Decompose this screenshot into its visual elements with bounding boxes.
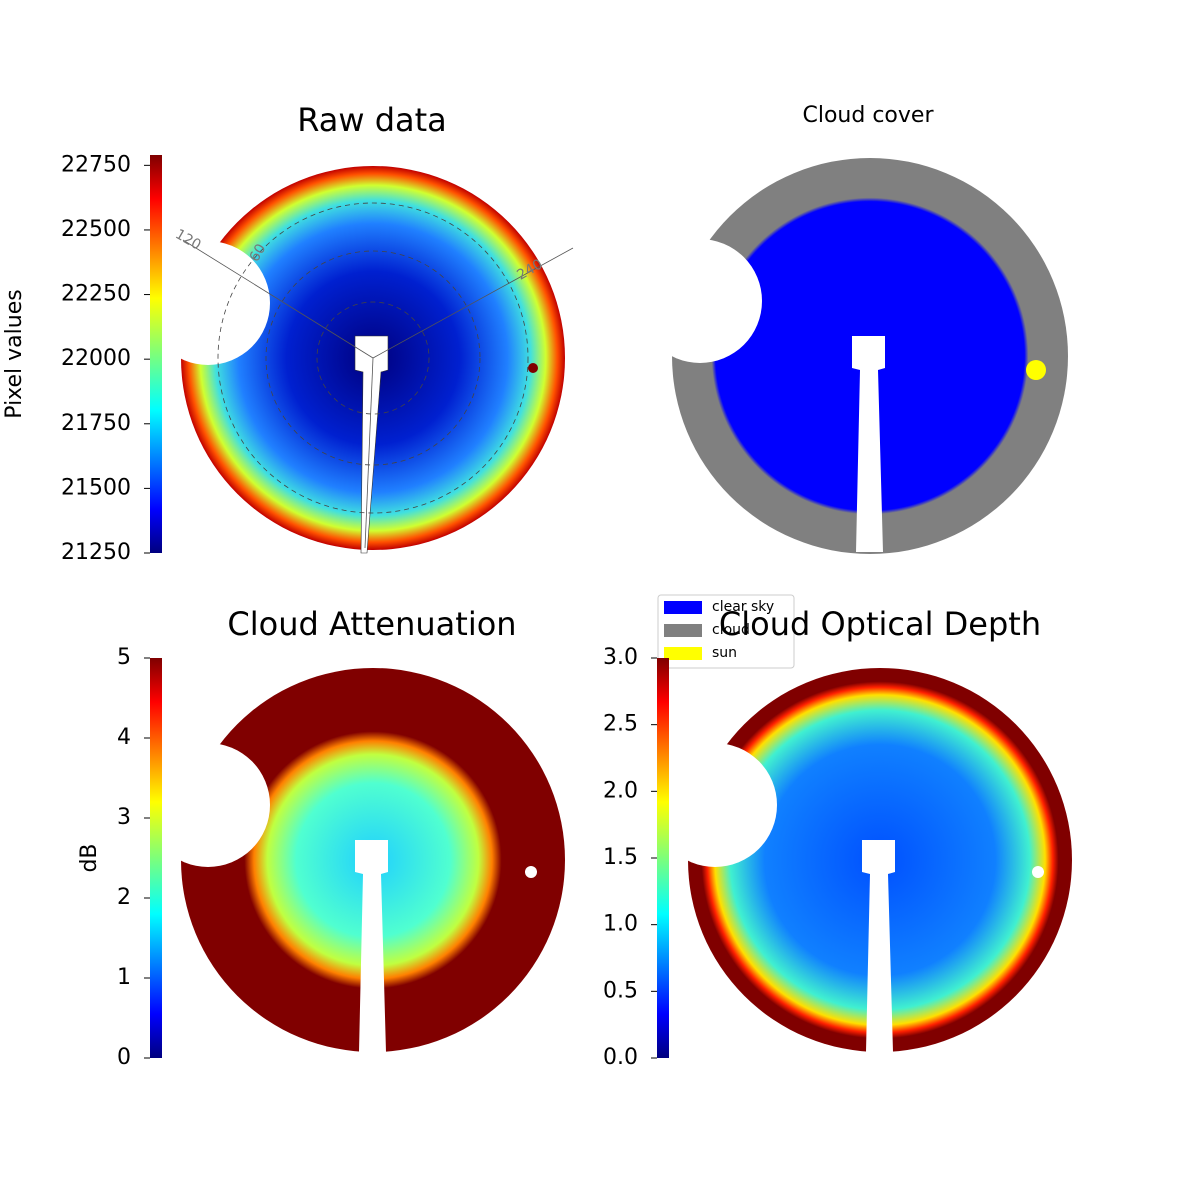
colorbar-label: dB	[77, 843, 102, 872]
colorbar-tick-label: 22000	[61, 346, 131, 371]
colorbar-label: Pixel values	[2, 289, 27, 418]
legend-swatch	[664, 647, 702, 660]
colorbar-tick-label: 0	[117, 1045, 131, 1070]
colorbar-tick-label: 3	[117, 805, 131, 830]
panel-title: Raw data	[297, 101, 447, 139]
panel-title: Cloud Attenuation	[227, 605, 516, 643]
panel-title: Cloud Optical Depth	[719, 605, 1041, 643]
colorbar	[657, 658, 669, 1058]
colorbar-tick-label: 21250	[61, 540, 131, 565]
colorbar-tick-label: 3.0	[603, 645, 638, 670]
legend-label: cloud	[712, 622, 750, 638]
colorbar-tick-label: 0.0	[603, 1045, 638, 1070]
legend-swatch	[664, 624, 702, 637]
sky-images	[146, 158, 1072, 1052]
legend-label: sun	[712, 645, 737, 661]
colorbar-tick-label: 0.5	[603, 978, 638, 1003]
legend-swatch	[664, 601, 702, 614]
raw-image	[146, 166, 574, 554]
colorbar-tick-label: 21750	[61, 411, 131, 436]
colorbar-tick-label: 2.5	[603, 712, 638, 737]
colorbar	[150, 658, 162, 1058]
legend-label: clear sky	[712, 599, 774, 615]
colorbar-tick-label: 1	[117, 965, 131, 990]
colorbar-tick-label: 22750	[61, 152, 131, 177]
colorbar-tick-label: 4	[117, 725, 131, 750]
colorbar-tick-label: 2	[117, 885, 131, 910]
cloud-cover-image	[638, 158, 1068, 554]
colorbar-tick-label: 5	[117, 645, 131, 670]
optical-depth-image	[653, 668, 1072, 1052]
colorbar-tick-label: 1.0	[603, 912, 638, 937]
colorbar-tick-label: 22250	[61, 282, 131, 307]
panel-title: Cloud cover	[803, 103, 935, 128]
colorbar-tick-label: 21500	[61, 475, 131, 500]
colorbar-tick-label: 22500	[61, 217, 131, 242]
polar-label: 60	[247, 241, 270, 264]
colorbar	[150, 155, 162, 553]
attenuation-image	[146, 668, 565, 1052]
colorbar-tick-label: 2.0	[603, 778, 638, 803]
colorbar-tick-label: 1.5	[603, 845, 638, 870]
